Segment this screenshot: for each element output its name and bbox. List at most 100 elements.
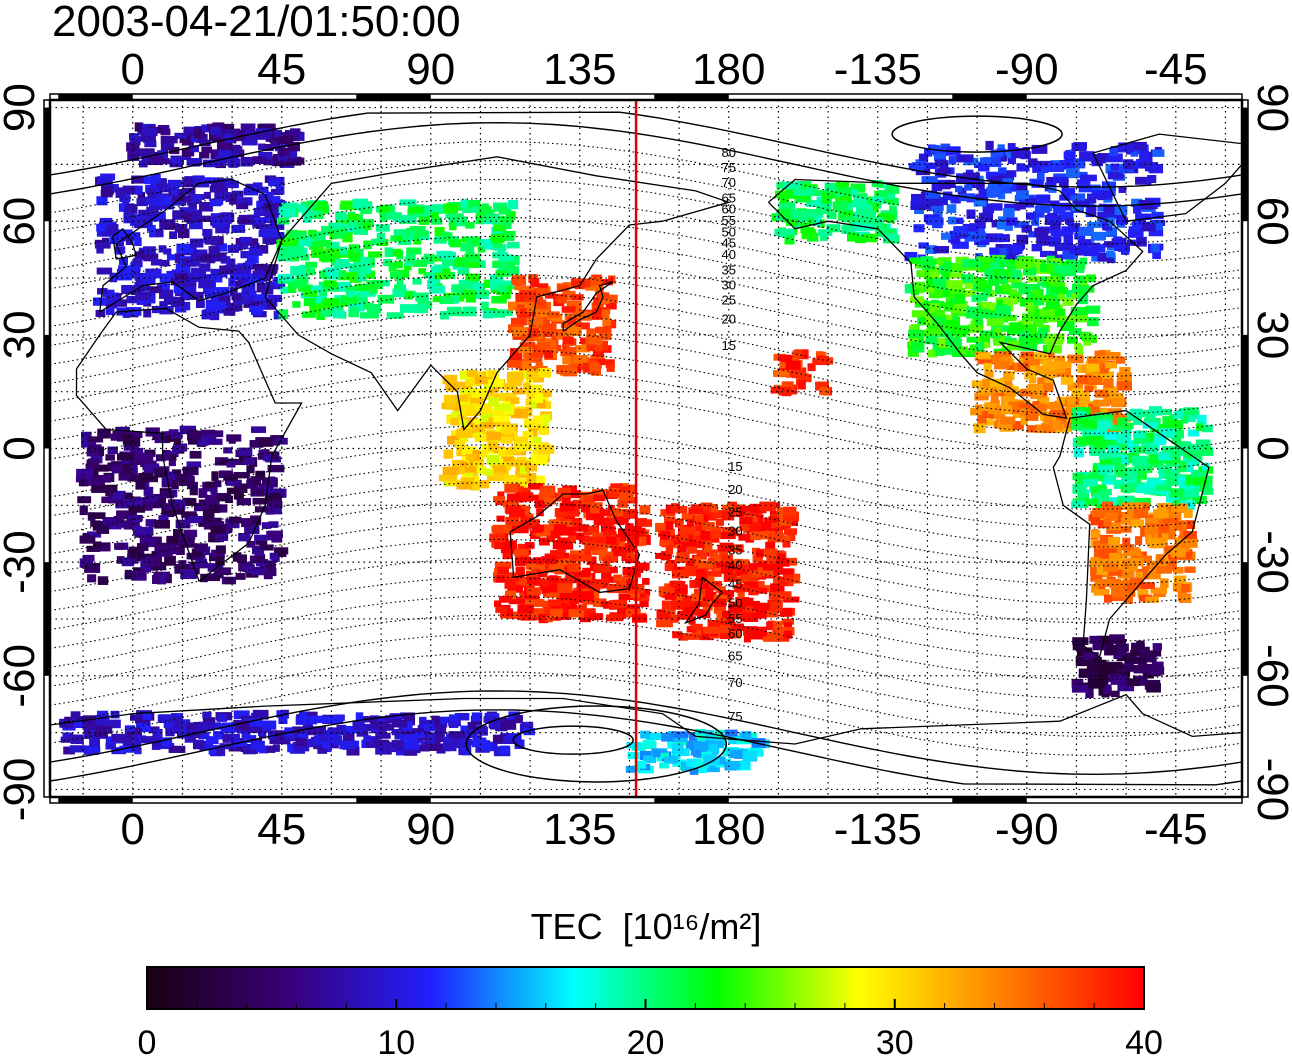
tec-cell bbox=[114, 543, 125, 550]
tec-cell bbox=[1083, 498, 1099, 506]
tec-cell bbox=[925, 192, 941, 199]
tec-cell bbox=[512, 326, 529, 337]
tec-cell bbox=[1103, 594, 1113, 603]
tec-cell bbox=[298, 284, 313, 292]
tec-cell bbox=[606, 583, 623, 594]
tec-cell bbox=[982, 411, 995, 419]
tec-cell bbox=[1025, 212, 1036, 220]
tec-cell bbox=[1129, 408, 1143, 417]
tec-cell bbox=[911, 324, 920, 332]
tec-cell bbox=[1062, 250, 1075, 259]
tec-cell bbox=[1152, 249, 1161, 260]
tec-cell bbox=[626, 571, 634, 581]
tec-cell bbox=[809, 210, 824, 218]
tec-cell bbox=[211, 471, 219, 481]
tec-cell bbox=[1123, 486, 1132, 494]
tec-cell bbox=[1062, 407, 1076, 415]
tec-cell bbox=[441, 232, 453, 241]
tec-cell bbox=[330, 222, 344, 230]
tec-cell bbox=[1131, 198, 1143, 208]
tec-cell bbox=[122, 185, 140, 195]
tec-cell bbox=[318, 734, 330, 742]
tec-cell bbox=[732, 611, 743, 620]
tec-cell bbox=[1058, 361, 1072, 368]
tec-cell bbox=[925, 334, 938, 345]
tec-cell bbox=[86, 531, 102, 538]
tec-cell bbox=[461, 403, 476, 412]
tec-cell bbox=[430, 266, 440, 274]
tec-cell bbox=[357, 219, 374, 227]
tec-cell bbox=[202, 717, 216, 724]
tec-cell bbox=[145, 427, 160, 437]
tec-cell bbox=[1131, 645, 1141, 653]
tec-cell bbox=[490, 393, 501, 401]
south-pole-contour-inner bbox=[512, 725, 634, 755]
tec-cell bbox=[366, 304, 381, 314]
tec-cell bbox=[160, 140, 175, 151]
tec-cell bbox=[1145, 596, 1159, 603]
tec-cell bbox=[1077, 294, 1089, 305]
tec-cell bbox=[264, 272, 273, 279]
tec-cell bbox=[1137, 656, 1147, 666]
tec-cell bbox=[856, 203, 873, 212]
tec-cell bbox=[697, 560, 714, 569]
tec-cell bbox=[807, 218, 817, 226]
tec-cell bbox=[599, 330, 612, 340]
tec-cell bbox=[1149, 164, 1164, 174]
tec-cell bbox=[334, 295, 346, 305]
tec-cell bbox=[210, 126, 221, 136]
tec-cell bbox=[514, 486, 524, 493]
tec-cell bbox=[1074, 275, 1086, 283]
tec-cell bbox=[443, 394, 455, 404]
contour-label: 50 bbox=[728, 596, 742, 611]
tec-cell bbox=[433, 264, 450, 274]
tec-cell bbox=[213, 305, 224, 314]
tec-cell bbox=[429, 285, 446, 294]
coastlines bbox=[50, 100, 1242, 797]
tec-cell bbox=[245, 735, 257, 743]
tec-cell bbox=[429, 743, 443, 751]
tec-cell bbox=[1155, 554, 1166, 564]
tec-cell bbox=[126, 295, 138, 304]
tec-cell bbox=[762, 548, 778, 557]
north-pole-contour bbox=[891, 115, 1063, 153]
tec-cell bbox=[79, 505, 88, 516]
tec-cell bbox=[435, 272, 449, 280]
tec-cell bbox=[434, 226, 445, 237]
tec-cell bbox=[148, 202, 163, 211]
tec-cell bbox=[546, 313, 563, 322]
tec-cell bbox=[579, 591, 594, 602]
tec-cell bbox=[538, 493, 549, 500]
tec-cell bbox=[774, 562, 782, 571]
tec-cell bbox=[1074, 232, 1086, 240]
tec-cell bbox=[835, 187, 852, 195]
tec-cell bbox=[163, 503, 181, 511]
tec-cell bbox=[1149, 221, 1163, 231]
tec-cell bbox=[720, 554, 733, 563]
tec-cell bbox=[544, 591, 560, 598]
tec-cell bbox=[158, 245, 167, 253]
tec-cell bbox=[276, 710, 285, 718]
tec-cell bbox=[106, 719, 121, 729]
tec-cell bbox=[919, 269, 928, 277]
tec-cell bbox=[1043, 336, 1055, 343]
tec-cell bbox=[1002, 314, 1017, 322]
tec-cell bbox=[474, 425, 486, 433]
tec-cell bbox=[445, 212, 453, 219]
tec-cell bbox=[766, 554, 782, 564]
tec-cell bbox=[415, 292, 429, 302]
tec-cell bbox=[1120, 427, 1132, 437]
tec-cell bbox=[625, 604, 641, 612]
tec-cell bbox=[1085, 305, 1101, 314]
tec-cell bbox=[557, 285, 570, 293]
tec-cell bbox=[559, 561, 574, 571]
tec-cell bbox=[523, 728, 535, 736]
tec-cell bbox=[934, 159, 947, 168]
tec-cell bbox=[216, 747, 225, 755]
tec-cell bbox=[607, 576, 620, 583]
tec-cell bbox=[246, 540, 256, 548]
tec-cell bbox=[1133, 430, 1146, 438]
tec-cell bbox=[494, 541, 512, 550]
tec-cell bbox=[1118, 665, 1136, 672]
tec-cell bbox=[1066, 168, 1080, 179]
